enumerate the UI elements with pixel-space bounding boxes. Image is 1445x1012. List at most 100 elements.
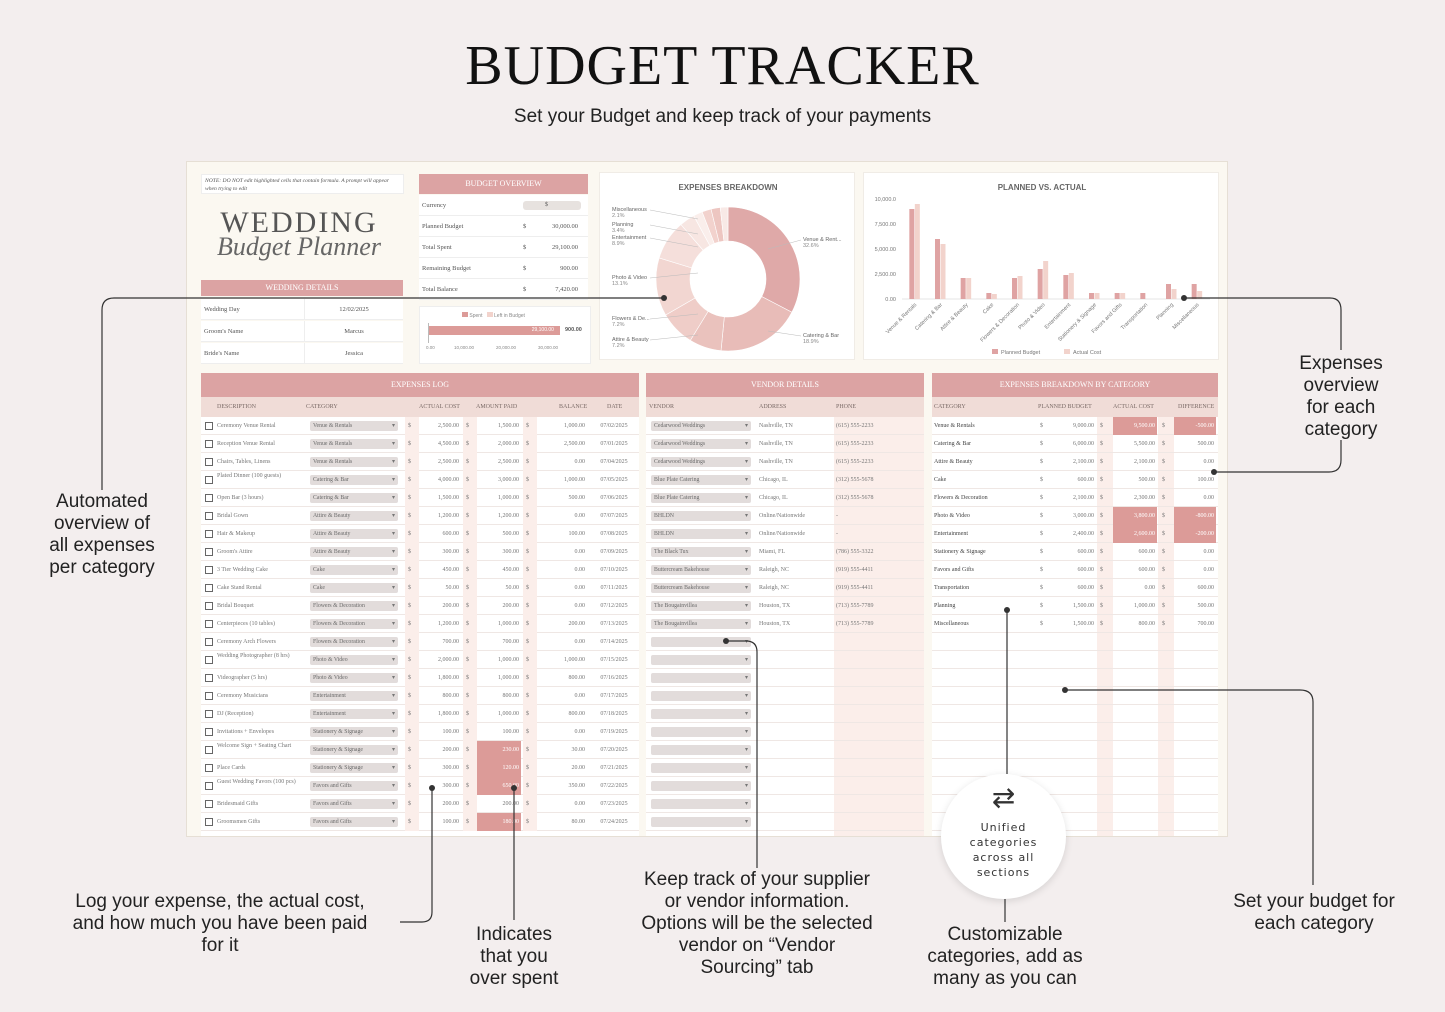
date-cell[interactable]: 07/06/2025	[600, 495, 628, 501]
planned-budget-value[interactable]: 30,000.00	[552, 222, 578, 230]
description-cell[interactable]: Wedding Photographer (8 hrs)	[217, 653, 290, 659]
planned-budget-cell[interactable]: 3,000.00	[1073, 513, 1094, 519]
category-cell[interactable]: Flowers & Decoration	[934, 495, 988, 501]
planned-budget-cell[interactable]: 600.00	[1077, 477, 1095, 483]
row-checkbox[interactable]	[205, 710, 213, 718]
amount-paid-cell[interactable]: 1,500.00	[498, 423, 519, 429]
category-select[interactable]: Cake	[310, 565, 398, 575]
amount-paid-cell[interactable]: 2,000.00	[498, 441, 519, 447]
category-select[interactable]: Catering & Bar	[310, 475, 398, 485]
vendor-select[interactable]: Blue Plate Catering	[651, 475, 751, 485]
description-cell[interactable]: Bridal Bouquet	[217, 603, 254, 609]
planned-budget-cell[interactable]: 2,100.00	[1073, 495, 1094, 501]
category-cell[interactable]: Transportation	[934, 585, 970, 591]
vendor-select[interactable]: Cedarwood Weddings	[651, 439, 751, 449]
planned-budget-cell[interactable]: 2,400.00	[1073, 531, 1094, 537]
date-cell[interactable]: 07/17/2025	[600, 693, 628, 699]
description-cell[interactable]: Ceremony Musicians	[217, 693, 269, 699]
category-select[interactable]: Flowers & Decoration	[310, 619, 398, 629]
row-checkbox[interactable]	[205, 440, 213, 448]
actual-cost-cell[interactable]: 2,500.00	[438, 423, 459, 429]
category-select[interactable]: Photo & Video	[310, 655, 398, 665]
description-cell[interactable]: Ceremony Arch Flowers	[217, 639, 276, 645]
date-cell[interactable]: 07/16/2025	[600, 675, 628, 681]
date-cell[interactable]: 07/24/2025	[600, 819, 628, 825]
vendor-select[interactable]	[651, 817, 751, 827]
category-select[interactable]: Favors and Gifts	[310, 781, 398, 791]
amount-paid-cell[interactable]: 1,000.00	[498, 495, 519, 501]
planned-budget-cell[interactable]: 2,100.00	[1073, 459, 1094, 465]
category-select[interactable]: Venue & Rentals	[310, 421, 398, 431]
row-checkbox[interactable]	[205, 530, 213, 538]
row-checkbox[interactable]	[205, 458, 213, 466]
description-cell[interactable]: Ceremony Venue Rental	[217, 423, 276, 429]
actual-cost-cell[interactable]: 100.00	[442, 819, 460, 825]
category-select[interactable]: Favors and Gifts	[310, 799, 398, 809]
description-cell[interactable]: DJ (Reception)	[217, 711, 254, 717]
row-checkbox[interactable]	[205, 584, 213, 592]
actual-cost-cell[interactable]: 200.00	[442, 603, 460, 609]
description-cell[interactable]: 3 Tier Wedding Cake	[217, 567, 268, 573]
date-cell[interactable]: 07/22/2025	[600, 783, 628, 789]
row-checkbox[interactable]	[205, 620, 213, 628]
amount-paid-cell[interactable]: 200.00	[502, 801, 520, 807]
category-select[interactable]: Entertainment	[310, 709, 398, 719]
bride-name-value[interactable]: Jessica	[344, 349, 364, 357]
row-checkbox[interactable]	[205, 548, 213, 556]
category-select[interactable]: Attire & Beauty	[310, 529, 398, 539]
vendor-select[interactable]	[651, 745, 751, 755]
amount-paid-cell[interactable]: 120.00	[477, 759, 521, 777]
actual-cost-cell[interactable]: 300.00	[442, 549, 460, 555]
category-cell[interactable]: Planning	[934, 603, 956, 609]
amount-paid-cell[interactable]: 2,500.00	[498, 459, 519, 465]
description-cell[interactable]: Place Cards	[217, 765, 246, 771]
amount-paid-cell[interactable]: 1,000.00	[498, 621, 519, 627]
date-cell[interactable]: 07/14/2025	[600, 639, 628, 645]
date-cell[interactable]: 07/21/2025	[600, 765, 628, 771]
description-cell[interactable]: Reception Venue Rental	[217, 441, 275, 447]
category-cell[interactable]: Catering & Bar	[934, 441, 971, 447]
category-select[interactable]: Venue & Rentals	[310, 457, 398, 467]
description-cell[interactable]: Bridal Gown	[217, 513, 249, 519]
description-cell[interactable]: Invitations + Envelopes	[217, 729, 275, 735]
description-cell[interactable]: Videographer (5 hrs)	[217, 675, 267, 681]
currency-select[interactable]: $	[523, 200, 581, 210]
actual-cost-cell[interactable]: 2,000.00	[438, 657, 459, 663]
row-checkbox[interactable]	[205, 800, 213, 808]
date-cell[interactable]: 07/01/2025	[600, 441, 628, 447]
row-checkbox[interactable]	[205, 764, 213, 772]
actual-cost-cell[interactable]: 1,200.00	[438, 513, 459, 519]
actual-cost-cell[interactable]: 300.00	[442, 765, 460, 771]
vendor-select[interactable]	[651, 781, 751, 791]
category-select[interactable]: Stationery & Signage	[310, 763, 398, 773]
date-cell[interactable]: 07/13/2025	[600, 621, 628, 627]
vendor-select[interactable]: The Black Tux	[651, 547, 751, 557]
amount-paid-cell[interactable]: 1,000.00	[498, 657, 519, 663]
date-cell[interactable]: 07/08/2025	[600, 531, 628, 537]
row-checkbox[interactable]	[205, 602, 213, 610]
row-checkbox[interactable]	[205, 566, 213, 574]
row-checkbox[interactable]	[205, 746, 213, 754]
date-cell[interactable]: 07/09/2025	[600, 549, 628, 555]
description-cell[interactable]: Guest Wedding Favors (100 pcs)	[217, 779, 296, 785]
amount-paid-cell[interactable]: 1,000.00	[498, 711, 519, 717]
amount-paid-cell[interactable]: 500.00	[502, 531, 520, 537]
planned-budget-cell[interactable]: 600.00	[1077, 549, 1095, 555]
category-select[interactable]: Catering & Bar	[310, 493, 398, 503]
date-cell[interactable]: 07/05/2025	[600, 477, 628, 483]
amount-paid-cell[interactable]: 1,000.00	[498, 675, 519, 681]
description-cell[interactable]: Groomsmen Gifts	[217, 819, 261, 825]
vendor-select[interactable]: Cedarwood Weddings	[651, 421, 751, 431]
category-cell[interactable]: Venue & Rentals	[934, 423, 975, 429]
actual-cost-cell[interactable]: 50.00	[445, 585, 460, 591]
category-select[interactable]: Flowers & Decoration	[310, 637, 398, 647]
actual-cost-cell[interactable]: 450.00	[442, 567, 460, 573]
vendor-select[interactable]: The Bougainvillea	[651, 619, 751, 629]
groom-name-value[interactable]: Marcus	[344, 327, 364, 335]
amount-paid-cell[interactable]: 50.00	[505, 585, 520, 591]
vendor-select[interactable]	[651, 637, 751, 647]
actual-cost-cell[interactable]: 4,000.00	[438, 477, 459, 483]
amount-paid-cell[interactable]: 450.00	[502, 567, 520, 573]
category-cell[interactable]: Entertainment	[934, 531, 968, 537]
date-cell[interactable]: 07/07/2025	[600, 513, 628, 519]
